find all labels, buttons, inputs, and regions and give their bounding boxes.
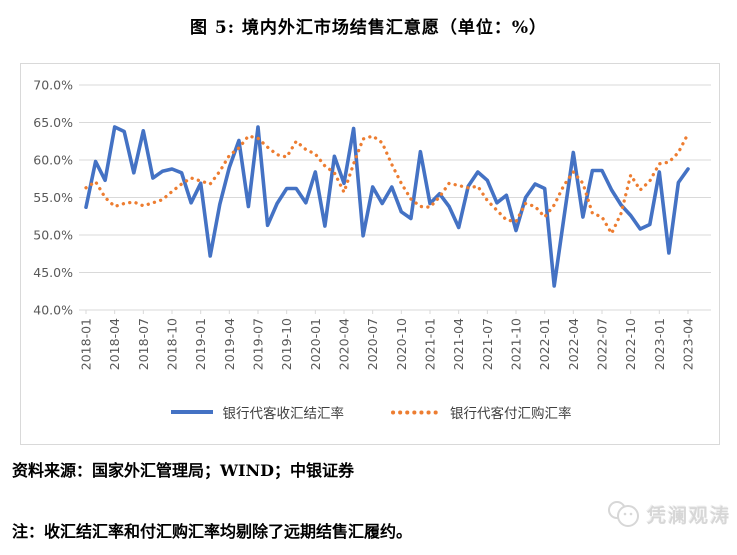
x-axis-ticks: [85, 310, 689, 314]
chart-area: 70.0% 65.0% 60.0% 55.0% 50.0% 45.0% 40.0% 2018-…: [20, 63, 720, 445]
solid-line-swatch: [170, 410, 213, 414]
svg-text:2022-10: 2022-10: [623, 318, 638, 370]
svg-text:2021-07: 2021-07: [480, 318, 495, 370]
legend-label-settlement-rate: 银行代客收汇结汇率: [222, 406, 345, 421]
legend-label-purchase-rate: 银行代客付汇购汇率: [450, 406, 572, 421]
x-axis-labels: 2018-01 2018-04 2018-07 2018-10 2019-01 2019-…: [79, 318, 696, 370]
dotted-line-swatch: [391, 410, 442, 414]
svg-text:60.0%: 60.0%: [33, 153, 73, 168]
svg-text:2019-04: 2019-04: [222, 318, 237, 370]
svg-text:2021-04: 2021-04: [451, 318, 466, 370]
chart-title: 图 5: 境内外汇市场结售汇意愿（单位：%）: [189, 18, 548, 38]
watermark-logo-icon: [607, 501, 639, 527]
gridlines: [79, 84, 711, 311]
svg-text:2022-04: 2022-04: [566, 318, 581, 370]
line-chart: 70.0% 65.0% 60.0% 55.0% 50.0% 45.0% 40.0% 2018-…: [33, 78, 711, 370]
svg-text:2020-07: 2020-07: [365, 318, 380, 370]
svg-text:2020-01: 2020-01: [308, 318, 323, 370]
svg-text:2018-07: 2018-07: [136, 318, 151, 370]
svg-text:2023-01: 2023-01: [652, 318, 667, 370]
source-note: 资料来源：国家外汇管理局；WIND；中银证券: [12, 461, 354, 480]
purchase-rate-line: [84, 132, 690, 236]
legend-item-settlement-rate: 银行代客收汇结汇率: [169, 402, 345, 422]
svg-text:40.0%: 40.0%: [33, 303, 73, 318]
chart-legend: 银行代客收汇结汇率 银行代客付汇购汇率: [21, 397, 719, 427]
svg-text:2019-10: 2019-10: [279, 318, 294, 370]
svg-text:2018-10: 2018-10: [165, 318, 180, 370]
svg-text:2022-01: 2022-01: [537, 318, 552, 370]
svg-text:2023-04: 2023-04: [681, 318, 696, 370]
svg-text:45.0%: 45.0%: [33, 265, 73, 280]
svg-text:2020-10: 2020-10: [394, 318, 409, 370]
svg-text:2021-10: 2021-10: [509, 318, 524, 370]
svg-text:65.0%: 65.0%: [33, 115, 73, 130]
legend-item-purchase-rate: 银行代客付汇购汇率: [390, 402, 572, 422]
svg-text:70.0%: 70.0%: [33, 78, 73, 93]
svg-text:2019-01: 2019-01: [193, 318, 208, 370]
watermark: 凭澜观涛: [606, 499, 731, 529]
footnote: 注：收汇结汇率和付汇购汇率均剔除了远期结售汇履约。: [12, 522, 413, 541]
svg-text:2020-04: 2020-04: [337, 318, 352, 370]
watermark-text: 凭澜观涛: [646, 505, 731, 527]
svg-text:2019-07: 2019-07: [251, 318, 266, 370]
y-axis-labels: 70.0% 65.0% 60.0% 55.0% 50.0% 45.0% 40.0%: [33, 78, 73, 318]
svg-text:50.0%: 50.0%: [33, 228, 73, 243]
svg-text:2018-01: 2018-01: [79, 318, 94, 370]
svg-text:55.0%: 55.0%: [33, 190, 73, 205]
settlement-rate-line: [84, 125, 690, 288]
svg-text:2022-07: 2022-07: [595, 318, 610, 370]
svg-text:2018-04: 2018-04: [107, 318, 122, 370]
svg-text:2021-01: 2021-01: [423, 318, 438, 370]
